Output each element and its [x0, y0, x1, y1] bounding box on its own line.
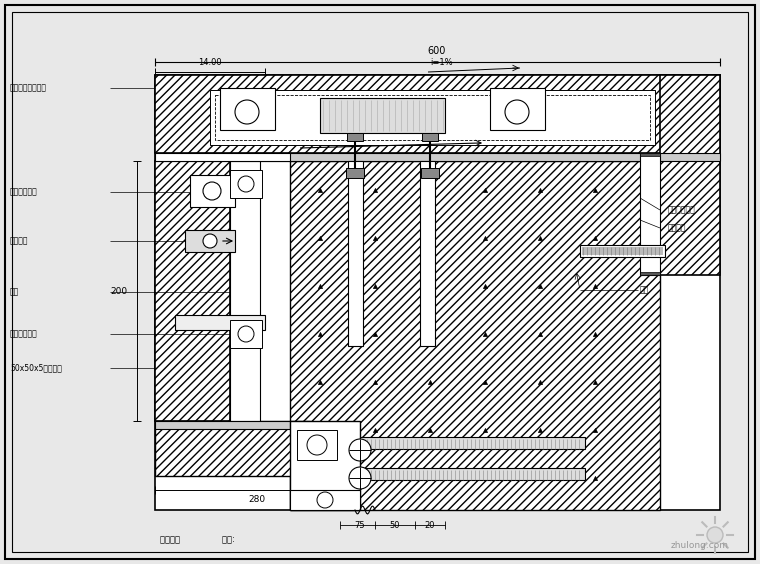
Bar: [230, 170, 262, 198]
Text: 600: 600: [428, 46, 446, 56]
Text: 50: 50: [390, 521, 401, 530]
Bar: [290, 161, 660, 510]
Text: 节点详图                比例:: 节点详图 比例:: [160, 535, 235, 544]
Text: 280: 280: [249, 495, 265, 504]
Bar: [155, 421, 290, 429]
Bar: [582, 247, 663, 255]
Bar: [297, 430, 337, 460]
Bar: [155, 153, 720, 161]
Bar: [155, 153, 290, 161]
Bar: [175, 315, 265, 330]
Text: 75: 75: [355, 521, 366, 530]
Bar: [420, 161, 435, 346]
Circle shape: [317, 492, 333, 508]
Text: 结石装置: 结石装置: [668, 223, 686, 232]
Bar: [640, 153, 660, 156]
Bar: [360, 437, 585, 449]
Bar: [348, 161, 363, 346]
Circle shape: [238, 176, 254, 192]
Bar: [210, 90, 655, 145]
Text: 石材: 石材: [10, 288, 19, 297]
Text: 14.00: 14.00: [198, 58, 222, 67]
Text: 泡棉断桥: 泡棉断桥: [10, 236, 29, 245]
Bar: [660, 75, 720, 275]
Circle shape: [307, 435, 327, 455]
Circle shape: [707, 527, 723, 543]
Bar: [155, 75, 720, 153]
Bar: [190, 175, 235, 207]
Text: 石材中间断桥板缝: 石材中间断桥板缝: [10, 83, 47, 92]
Circle shape: [203, 234, 217, 248]
Text: 螺钉: 螺钉: [640, 285, 649, 294]
Text: 200: 200: [110, 287, 127, 296]
Bar: [220, 88, 275, 130]
Bar: [155, 421, 310, 476]
Text: 现水工程验收: 现水工程验收: [668, 205, 695, 214]
Bar: [215, 95, 650, 140]
Bar: [155, 75, 720, 510]
Bar: [230, 320, 262, 348]
Text: 不锈钢干挂件: 不锈钢干挂件: [10, 187, 38, 196]
Bar: [640, 272, 660, 275]
Bar: [421, 168, 439, 178]
Circle shape: [349, 439, 371, 461]
Bar: [155, 161, 230, 421]
Bar: [347, 133, 363, 141]
Text: 50x50x5镀锌角钢: 50x50x5镀锌角钢: [10, 364, 62, 372]
Bar: [346, 168, 364, 178]
Bar: [490, 88, 545, 130]
Text: 不锈钢干挂件: 不锈钢干挂件: [10, 329, 38, 338]
Circle shape: [203, 182, 221, 200]
Bar: [290, 421, 360, 510]
Bar: [640, 153, 660, 275]
Circle shape: [235, 100, 259, 124]
Circle shape: [505, 100, 529, 124]
Bar: [360, 468, 585, 480]
Bar: [320, 98, 445, 133]
Bar: [422, 133, 438, 141]
Circle shape: [238, 326, 254, 342]
Bar: [230, 161, 260, 421]
Bar: [580, 245, 665, 257]
Text: 20: 20: [425, 521, 435, 530]
Text: i=1%: i=1%: [430, 58, 453, 67]
Circle shape: [349, 467, 371, 489]
Text: zhulong.com: zhulong.com: [671, 540, 729, 549]
Bar: [185, 230, 235, 252]
Bar: [290, 490, 360, 510]
